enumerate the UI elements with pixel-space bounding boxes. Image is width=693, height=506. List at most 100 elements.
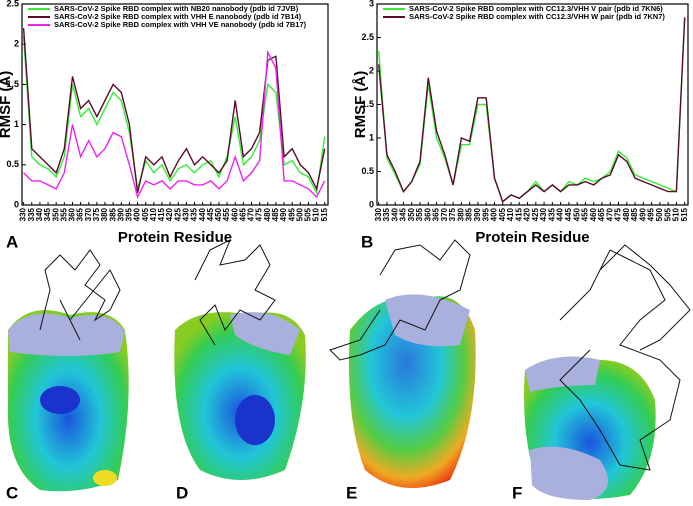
x-tick-label: 415 — [514, 207, 523, 221]
x-tick-label: 425 — [531, 207, 540, 221]
y-tick-label: 1.5 — [6, 79, 19, 89]
x-tick-label: 445 — [564, 207, 573, 221]
x-tick-label: 335 — [27, 207, 36, 221]
x-tick-label: 360 — [423, 207, 432, 221]
series-line — [23, 49, 326, 199]
x-tick-label: 440 — [198, 207, 207, 221]
legend-label: SARS-CoV-2 Spike RBD complex with CC12.3… — [409, 4, 663, 13]
x-tick-label: 405 — [498, 207, 507, 221]
y-tick-label: 2.5 — [6, 0, 19, 8]
legend-label: SARS-CoV-2 Spike RBD complex with CC12.3… — [409, 12, 665, 21]
x-tick-label: 480 — [263, 207, 272, 221]
y-tick-label: 1.5 — [361, 99, 374, 109]
x-tick-label: 375 — [448, 207, 457, 221]
x-tick-label: 375 — [92, 207, 101, 221]
x-tick-label: 435 — [190, 207, 199, 221]
x-tick-label: 515 — [320, 207, 329, 221]
panel-label: F — [512, 483, 522, 502]
x-tick-label: 470 — [605, 207, 614, 221]
y-axis-label: RMSF (Å) — [0, 71, 14, 139]
x-tick-label: 395 — [125, 207, 134, 221]
plot-frame — [21, 3, 329, 206]
panel-label: B — [361, 232, 373, 251]
x-tick-label: 490 — [279, 207, 288, 221]
panel-label: D — [176, 483, 188, 502]
series-line — [378, 17, 686, 203]
legend-label: SARS-CoV-2 Spike RBD complex with VHH E … — [54, 12, 302, 21]
x-tick-label: 380 — [100, 207, 109, 221]
y-tick-label: 0.5 — [6, 159, 19, 169]
y-tick-label: 1 — [14, 119, 19, 129]
x-tick-label: 425 — [173, 207, 182, 221]
x-tick-label: 340 — [390, 207, 399, 221]
x-tick-label: 460 — [589, 207, 598, 221]
legend-label: SARS-CoV-2 Spike RBD complex with NB20 n… — [54, 4, 299, 13]
x-tick-label: 350 — [51, 207, 60, 221]
x-tick-label: 395 — [481, 207, 490, 221]
x-tick-label: 495 — [287, 207, 296, 221]
x-axis-label: Protein Residue — [118, 229, 232, 246]
x-tick-label: 515 — [680, 207, 689, 221]
x-tick-label: 345 — [399, 207, 408, 221]
x-tick-label: 475 — [255, 207, 264, 221]
x-tick-label: 385 — [465, 207, 474, 221]
x-tick-label: 510 — [672, 207, 681, 221]
y-tick-label: 2 — [14, 39, 19, 49]
x-tick-label: 430 — [182, 207, 191, 221]
structure-image — [524, 244, 691, 500]
x-tick-label: 485 — [271, 207, 280, 221]
x-tick-label: 420 — [165, 207, 174, 221]
x-tick-label: 415 — [157, 207, 166, 221]
x-tick-label: 330 — [374, 207, 383, 221]
x-tick-label: 400 — [133, 207, 142, 221]
x-tick-label: 505 — [304, 207, 313, 221]
x-tick-label: 480 — [622, 207, 631, 221]
y-tick-label: 0.5 — [361, 166, 374, 176]
x-tick-label: 335 — [382, 207, 391, 221]
x-tick-label: 430 — [539, 207, 548, 221]
y-tick-label: 2 — [369, 65, 374, 75]
x-tick-label: 440 — [556, 207, 565, 221]
x-tick-label: 380 — [456, 207, 465, 221]
y-tick-label: 2.5 — [361, 32, 374, 42]
x-tick-label: 405 — [141, 207, 150, 221]
x-tick-label: 495 — [647, 207, 656, 221]
x-tick-label: 450 — [572, 207, 581, 221]
series-line — [22, 28, 326, 194]
x-tick-label: 485 — [630, 207, 639, 221]
x-tick-label: 470 — [247, 207, 256, 221]
x-tick-label: 390 — [473, 207, 482, 221]
x-tick-label: 400 — [490, 207, 499, 221]
x-tick-label: 505 — [663, 207, 672, 221]
x-tick-label: 475 — [614, 207, 623, 221]
structure-image — [329, 239, 476, 488]
x-tick-label: 465 — [238, 207, 247, 221]
plot-frame — [376, 3, 689, 206]
series-line — [22, 36, 326, 196]
x-tick-label: 385 — [108, 207, 117, 221]
y-tick-label: 0 — [14, 199, 19, 209]
x-tick-label: 450 — [214, 207, 223, 221]
x-tick-label: 410 — [506, 207, 515, 221]
x-tick-label: 370 — [84, 207, 93, 221]
x-tick-label: 330 — [19, 207, 28, 221]
y-tick-label: 3 — [369, 0, 374, 8]
x-tick-label: 460 — [230, 207, 239, 221]
structure-image — [8, 249, 129, 492]
panel-label: E — [346, 483, 357, 502]
structure-image — [174, 238, 306, 480]
y-tick-label: 1 — [369, 132, 374, 142]
x-tick-label: 455 — [581, 207, 590, 221]
x-tick-label: 355 — [59, 207, 68, 221]
x-tick-label: 465 — [597, 207, 606, 221]
x-tick-label: 435 — [547, 207, 556, 221]
x-tick-label: 420 — [523, 207, 532, 221]
legend-label: SARS-CoV-2 Spike RBD complex with VHH VE… — [54, 20, 307, 29]
x-tick-label: 445 — [206, 207, 215, 221]
y-axis-label: RMSF (Å) — [352, 71, 369, 139]
x-tick-label: 370 — [440, 207, 449, 221]
panel-label: C — [6, 483, 18, 502]
x-tick-label: 350 — [407, 207, 416, 221]
panel-label: A — [6, 232, 18, 251]
